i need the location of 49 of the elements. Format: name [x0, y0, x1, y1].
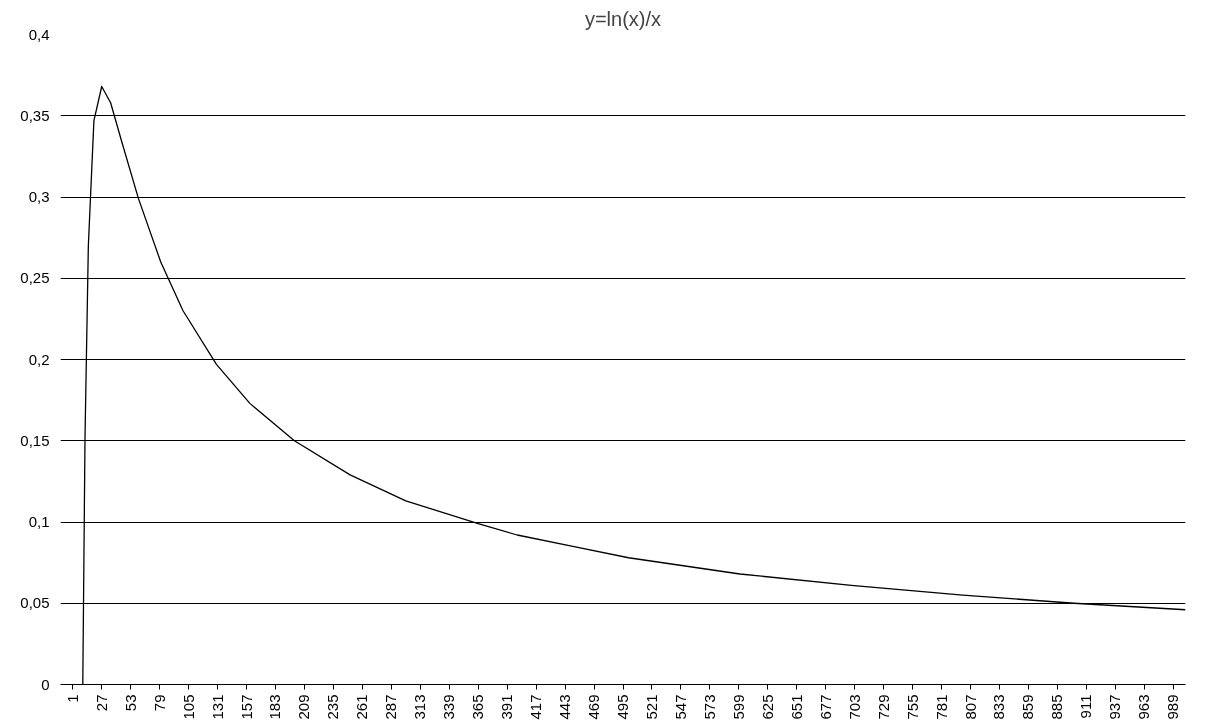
x-tick-label: 703 [845, 694, 863, 720]
x-tick-label: 235 [324, 694, 342, 720]
x-tick-label: 53 [121, 694, 139, 712]
y-tick-label: 0,05 [20, 594, 50, 612]
x-tick-label: 495 [614, 694, 631, 720]
x-tick-label: 781 [932, 694, 950, 720]
x-tick-label: 131 [208, 694, 226, 720]
x-tick-label: 963 [1135, 694, 1153, 720]
x-tick-label: 365 [469, 694, 487, 720]
x-tick-label: 833 [990, 694, 1008, 720]
y-tick-label: 0 [41, 675, 50, 693]
x-tick-label: 339 [440, 694, 458, 720]
x-tick-label: 547 [671, 694, 689, 720]
y-tick-label: 0,25 [20, 269, 50, 287]
x-tick-label: 469 [585, 694, 603, 720]
y-tick-label: 0,3 [28, 188, 50, 205]
x-tick-label: 729 [874, 694, 892, 720]
x-tick-label: 573 [700, 694, 718, 720]
x-tick-label: 443 [556, 694, 574, 720]
y-tick-label: 0,1 [28, 513, 50, 530]
x-tick-label: 885 [1048, 694, 1066, 720]
x-tick-label: 911 [1077, 694, 1095, 719]
x-tick-label: 677 [816, 694, 834, 720]
x-tick-label: 521 [642, 694, 660, 720]
x-tick-label: 313 [411, 694, 429, 720]
x-tick-label: 261 [353, 694, 371, 720]
x-tick-label: 391 [498, 694, 516, 720]
x-tick-label: 27 [92, 694, 110, 712]
chart-title: y=ln(x)/x [584, 7, 662, 30]
x-tick-label: 755 [903, 694, 921, 720]
x-tick-label: 859 [1019, 694, 1037, 720]
x-tick-label: 989 [1164, 694, 1182, 720]
x-tick-label: 209 [295, 694, 313, 720]
x-tick-label: 625 [758, 694, 776, 720]
x-tick-label: 937 [1106, 694, 1124, 720]
x-tick-label: 105 [179, 694, 197, 720]
x-tick-label: 599 [729, 694, 747, 720]
y-tick-label: 0,4 [28, 25, 50, 43]
y-tick-label: 0,2 [28, 350, 50, 368]
y-tick-label: 0,15 [20, 431, 50, 449]
x-tick-label: 183 [266, 694, 284, 720]
x-tick-label: 651 [787, 694, 805, 720]
x-tick-label: 287 [382, 694, 400, 720]
x-tick-label: 417 [527, 694, 545, 720]
x-tick-label: 807 [961, 694, 979, 720]
x-tick-label: 79 [150, 694, 168, 712]
x-tick-label: 1 [63, 694, 81, 703]
y-tick-label: 0,35 [20, 106, 50, 124]
x-tick-label: 157 [237, 694, 255, 720]
